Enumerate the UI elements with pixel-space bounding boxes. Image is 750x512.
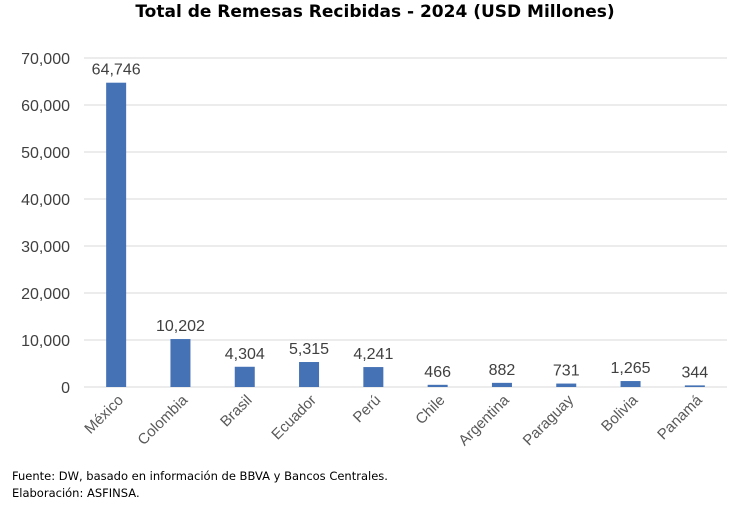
data-label: 10,202 <box>156 318 205 335</box>
y-tick-label: 50,000 <box>21 145 70 162</box>
category-label: Panamá <box>654 391 706 443</box>
chart-title: Total de Remesas Recibidas - 2024 (USD M… <box>135 2 615 22</box>
category-label: Ecuador <box>268 392 320 444</box>
data-label: 882 <box>489 362 516 379</box>
data-label: 731 <box>553 363 580 380</box>
category-label: Brasil <box>217 392 256 431</box>
credit-note: Elaboración: ASFINSA. <box>12 486 140 500</box>
data-label: 1,265 <box>611 360 651 377</box>
data-label: 4,304 <box>225 346 265 363</box>
bar-chart: 0 10,000 20,000 30,000 40,000 50,000 60,000 70,… <box>21 51 727 449</box>
data-label: 5,315 <box>289 341 329 358</box>
bar <box>299 362 320 387</box>
y-tick-label: 70,000 <box>21 51 70 68</box>
category-label: Paraguay <box>520 391 578 449</box>
bar <box>234 366 255 387</box>
category-label: Perú <box>350 392 384 426</box>
y-tick-label: 40,000 <box>21 192 70 209</box>
data-label: 466 <box>424 364 451 381</box>
y-tick-label: 10,000 <box>21 333 70 350</box>
source-note: Fuente: DW, basado en información de BBV… <box>12 469 388 483</box>
bar <box>491 382 512 387</box>
bar <box>170 339 191 387</box>
data-label: 4,241 <box>353 346 393 363</box>
bar <box>363 367 384 387</box>
category-label: Bolivia <box>598 391 642 435</box>
bar <box>427 384 448 387</box>
bar <box>620 381 641 387</box>
bar <box>106 82 127 388</box>
category-label: México <box>81 392 127 438</box>
bar <box>556 383 577 387</box>
category-label: Argentina <box>455 391 513 449</box>
y-tick-label: 60,000 <box>21 98 70 115</box>
y-tick-label: 0 <box>61 380 70 397</box>
category-label: Chile <box>412 392 448 428</box>
data-label: 344 <box>681 364 708 381</box>
category-label: Colombia <box>134 391 191 448</box>
y-tick-label: 30,000 <box>21 239 70 256</box>
data-label: 64,746 <box>92 62 141 79</box>
y-tick-label: 20,000 <box>21 286 70 303</box>
bar <box>684 385 705 387</box>
